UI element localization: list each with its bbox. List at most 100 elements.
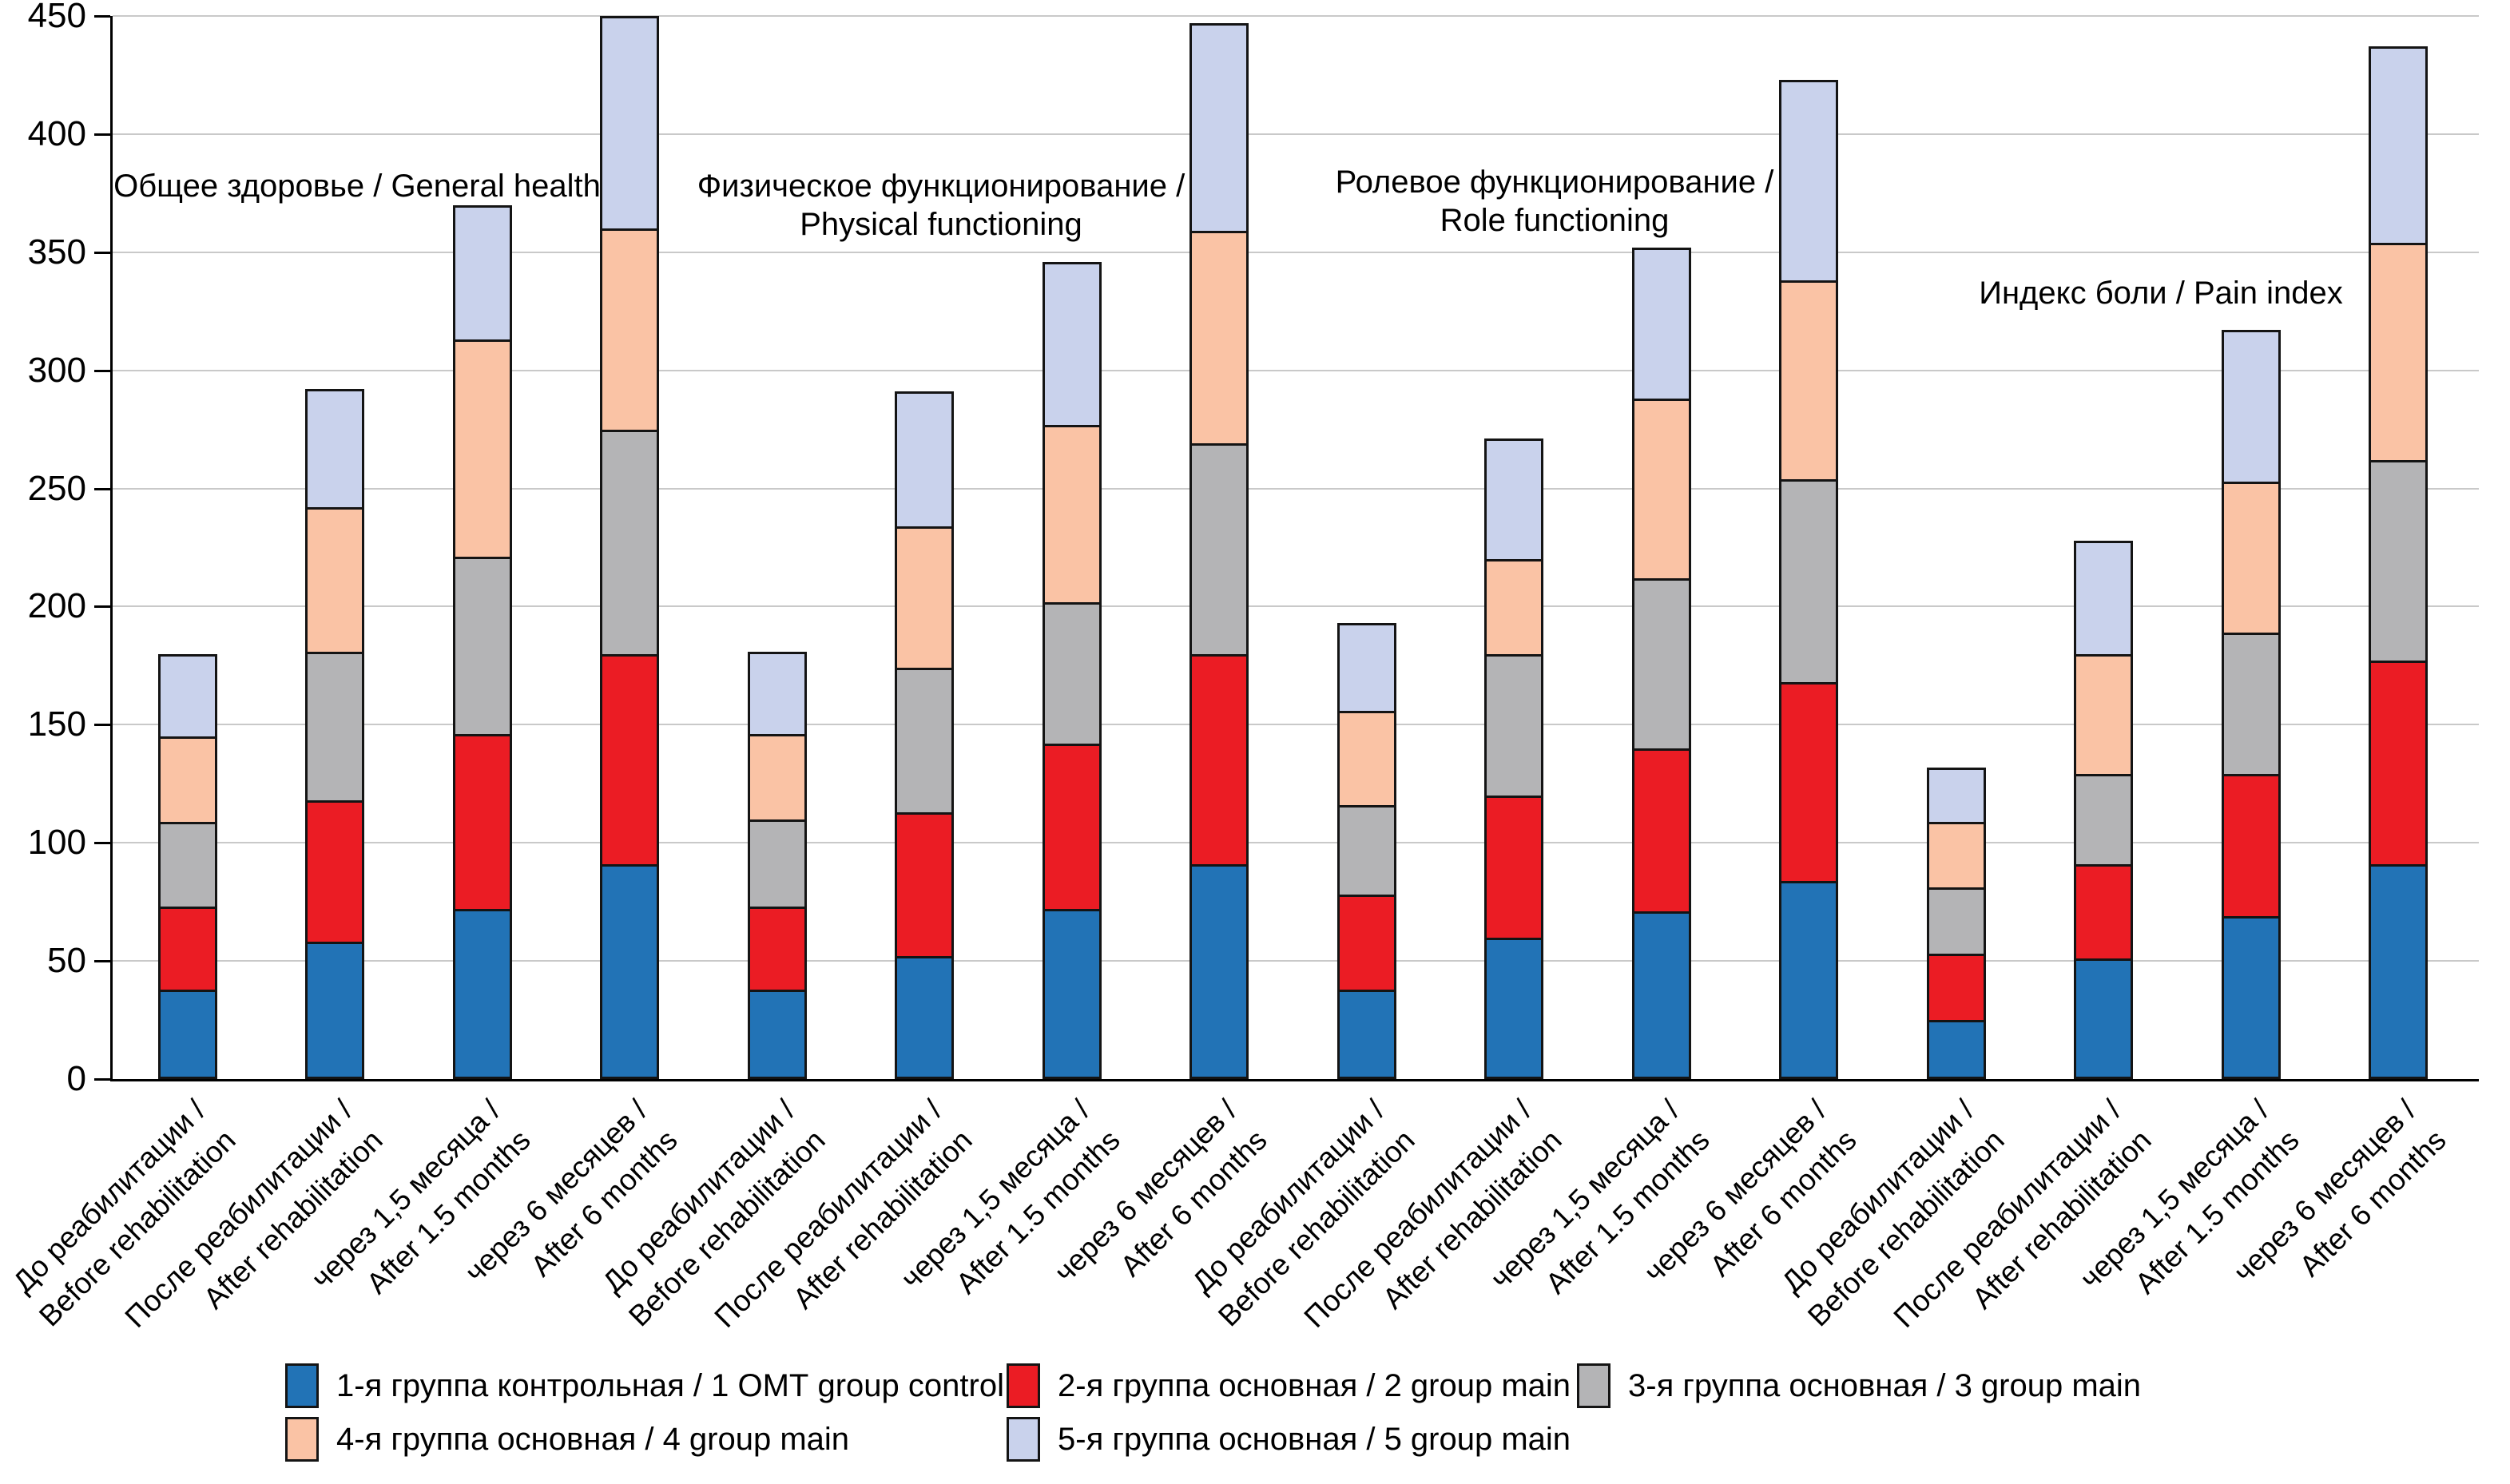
bar-3-segment-group1	[452, 911, 512, 1079]
bar-3-segment-group2	[452, 736, 512, 911]
bar-3-segment-group3	[452, 559, 512, 737]
bar-4	[600, 16, 660, 1079]
bar-9-segment-group1	[1336, 991, 1396, 1079]
bar-13	[1926, 16, 1986, 1079]
bar-2-segment-group3	[305, 653, 365, 803]
bar-1-segment-group2	[158, 909, 217, 992]
legend-label-group5: 5-я группа основная / 5 group main	[1058, 1422, 1571, 1457]
bar-7-segment-group2	[1042, 745, 1102, 911]
plot-area: Общее здоровье / General health Физическо…	[110, 15, 2479, 1081]
y-tick-label-450: 450	[27, 0, 86, 35]
bar-6-segment-group4	[895, 528, 955, 671]
y-tick-200	[94, 605, 110, 609]
bar-14-segment-group2	[2074, 866, 2134, 962]
bar-12	[1779, 16, 1839, 1079]
bar-16-segment-group2	[2369, 663, 2429, 867]
bar-14-segment-group3	[2074, 776, 2134, 867]
bar-12-segment-group1	[1779, 883, 1839, 1079]
bar-4-segment-group4	[600, 231, 660, 432]
y-tick-300	[94, 369, 110, 372]
bar-3-segment-group4	[452, 342, 512, 560]
bar-1-segment-group5	[158, 653, 217, 740]
group-title-1: Общее здоровье / General health	[113, 169, 601, 204]
y-tick-400	[94, 133, 110, 136]
bar-15	[2221, 16, 2281, 1079]
gridline-y-100	[113, 842, 2479, 844]
bar-10-segment-group5	[1484, 438, 1544, 562]
bar-11-segment-group3	[1631, 580, 1691, 751]
legend-item-group2: 2-я группа основная / 2 group main	[1007, 1363, 1571, 1409]
bar-5-segment-group4	[747, 736, 807, 822]
bar-1-segment-group3	[158, 823, 217, 910]
y-tick-label-350: 350	[27, 232, 86, 272]
bar-9-segment-group2	[1336, 897, 1396, 992]
y-tick-label-100: 100	[27, 823, 86, 863]
legend-swatch-group4	[285, 1417, 319, 1462]
bar-5-segment-group2	[747, 909, 807, 992]
bar-16-segment-group1	[2369, 866, 2429, 1079]
legend-item-group1: 1-я группа контрольная / 1 ОМТ group con…	[285, 1363, 1004, 1409]
legend-swatch-group5	[1007, 1417, 1040, 1462]
bar-2	[305, 16, 365, 1079]
y-tick-label-200: 200	[27, 586, 86, 626]
y-tick-label-250: 250	[27, 468, 86, 508]
bar-1-segment-group4	[158, 739, 217, 824]
bar-15-segment-group5	[2221, 330, 2281, 484]
bar-4-segment-group1	[600, 866, 660, 1079]
bar-6-segment-group5	[895, 391, 955, 529]
legend-item-group4: 4-я группа основная / 4 group main	[285, 1416, 849, 1462]
bar-5-segment-group1	[747, 991, 807, 1079]
group-title-2: Физическое функционирование / Physical f…	[697, 169, 1185, 242]
bar-1-segment-group1	[158, 991, 217, 1079]
y-tick-150	[94, 724, 110, 727]
bar-16-segment-group5	[2369, 46, 2429, 245]
bar-8-segment-group1	[1189, 866, 1249, 1079]
bar-13-segment-group5	[1926, 767, 1986, 824]
bar-10-segment-group4	[1484, 561, 1544, 657]
bar-7-segment-group5	[1042, 261, 1102, 427]
y-tick-label-0: 0	[66, 1059, 86, 1098]
bar-3-segment-group5	[452, 204, 512, 343]
legend-swatch-group1	[285, 1363, 319, 1408]
gridline-y-200	[113, 605, 2479, 608]
bar-7	[1042, 16, 1102, 1079]
bar-13-segment-group2	[1926, 956, 1986, 1023]
bar-6-segment-group3	[895, 670, 955, 815]
legend-label-group3: 3-я группа основная / 3 group main	[1628, 1368, 2142, 1403]
bar-8-segment-group2	[1189, 656, 1249, 867]
bar-9-segment-group5	[1336, 623, 1396, 713]
bar-6-segment-group2	[895, 814, 955, 959]
bar-11-segment-group4	[1631, 401, 1691, 581]
bar-8	[1189, 16, 1249, 1079]
bar-10	[1484, 16, 1544, 1079]
bar-13-segment-group3	[1926, 890, 1986, 957]
bar-5-segment-group5	[747, 651, 807, 737]
y-tick-label-150: 150	[27, 704, 86, 744]
bar-14-segment-group4	[2074, 656, 2134, 777]
y-tick-250	[94, 487, 110, 490]
bar-4-segment-group3	[600, 431, 660, 657]
y-tick-label-50: 50	[47, 941, 86, 981]
bar-8-segment-group4	[1189, 233, 1249, 446]
bar-15-segment-group3	[2221, 634, 2281, 777]
bar-2-segment-group2	[305, 802, 365, 945]
bar-10-segment-group1	[1484, 939, 1544, 1079]
bar-10-segment-group3	[1484, 656, 1544, 799]
bar-11	[1631, 16, 1691, 1079]
bar-6	[895, 16, 955, 1079]
y-tick-450	[94, 15, 110, 18]
legend-label-group2: 2-я группа основная / 2 group main	[1058, 1368, 1571, 1403]
y-tick-100	[94, 842, 110, 845]
bar-9-segment-group4	[1336, 712, 1396, 807]
legend-swatch-group3	[1577, 1363, 1610, 1408]
bar-9	[1336, 16, 1396, 1079]
bar-6-segment-group1	[895, 958, 955, 1079]
bar-2-segment-group1	[305, 944, 365, 1079]
group-title-4: Индекс боли / Pain index	[1979, 276, 2343, 311]
bar-12-segment-group3	[1779, 481, 1839, 685]
gridline-y-450	[113, 15, 2479, 17]
legend-item-group5: 5-я группа основная / 5 group main	[1007, 1416, 1571, 1462]
bar-15-segment-group4	[2221, 483, 2281, 635]
bar-1	[158, 16, 217, 1079]
